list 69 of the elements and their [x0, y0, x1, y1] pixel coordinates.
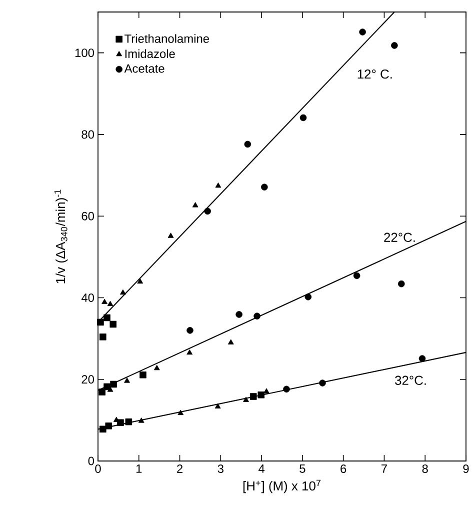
- point: [215, 182, 222, 188]
- legend-label: Acetate: [124, 64, 164, 73]
- point: [107, 386, 114, 392]
- point: [110, 380, 118, 388]
- point: [186, 326, 194, 334]
- point: [391, 42, 398, 49]
- legend-label: Imidazole: [126, 49, 176, 58]
- x-tick-label: 6: [340, 464, 346, 473]
- point: [168, 232, 174, 238]
- point: [304, 294, 312, 300]
- point: [102, 298, 108, 304]
- y-tick-label: 0: [88, 456, 94, 466]
- point: [105, 422, 112, 430]
- point: [228, 339, 234, 344]
- point: [359, 28, 366, 36]
- y-axis-title: 1/v (ΔA$_{340}$/min)$^{-1}$: [54, 190, 68, 284]
- point: [98, 388, 106, 396]
- point: [192, 202, 198, 208]
- x-tick-label: 3: [218, 464, 224, 473]
- point: [419, 355, 426, 362]
- x-tick-label: 4: [258, 464, 265, 473]
- point: [125, 418, 132, 426]
- point: [204, 208, 212, 215]
- point: [178, 410, 184, 416]
- y-tick-label: 100: [76, 48, 94, 58]
- point: [261, 184, 268, 190]
- point: [138, 418, 144, 423]
- point: [97, 318, 104, 326]
- x-tick-label: 0: [95, 464, 102, 473]
- x-tick-label: 9: [463, 464, 469, 473]
- annotation: 22°C.: [384, 232, 416, 242]
- point: [254, 312, 261, 320]
- point: [250, 393, 257, 400]
- point: [264, 388, 270, 394]
- annotation: 12° C.: [358, 69, 392, 79]
- annotation: 32°C.: [395, 376, 426, 385]
- legend-label: Triethanolamine: [124, 34, 210, 43]
- point: [104, 314, 111, 322]
- point: [354, 272, 360, 280]
- x-tick-label: 5: [300, 464, 306, 473]
- x-tick-label: 7: [382, 464, 388, 473]
- point: [137, 278, 144, 284]
- y-tick-label: 40: [82, 293, 94, 302]
- x-tick-label: 2: [177, 464, 183, 473]
- point: [283, 386, 290, 393]
- point: [110, 320, 117, 328]
- point: [100, 426, 106, 433]
- y-tick-label: 80: [82, 130, 94, 139]
- x-axis-title: [H$^{+}$] (M) x 10$^{7}$: [244, 480, 321, 494]
- x-tick-label: 8: [422, 464, 428, 473]
- point: [398, 280, 405, 288]
- point: [154, 364, 160, 370]
- point: [186, 349, 193, 355]
- point: [244, 140, 252, 148]
- point: [236, 311, 243, 318]
- y-tick-label: 20: [82, 375, 94, 384]
- x-tick-label: 1: [136, 464, 142, 473]
- point: [100, 334, 106, 340]
- y-tick-label: 60: [82, 212, 94, 220]
- point: [300, 114, 307, 122]
- point: [120, 289, 126, 295]
- point: [215, 403, 221, 408]
- point: [243, 396, 250, 402]
- point: [117, 419, 124, 426]
- point: [319, 380, 326, 386]
- point: [258, 391, 265, 398]
- point: [124, 378, 130, 383]
- point: [140, 371, 147, 378]
- point: [107, 300, 114, 306]
